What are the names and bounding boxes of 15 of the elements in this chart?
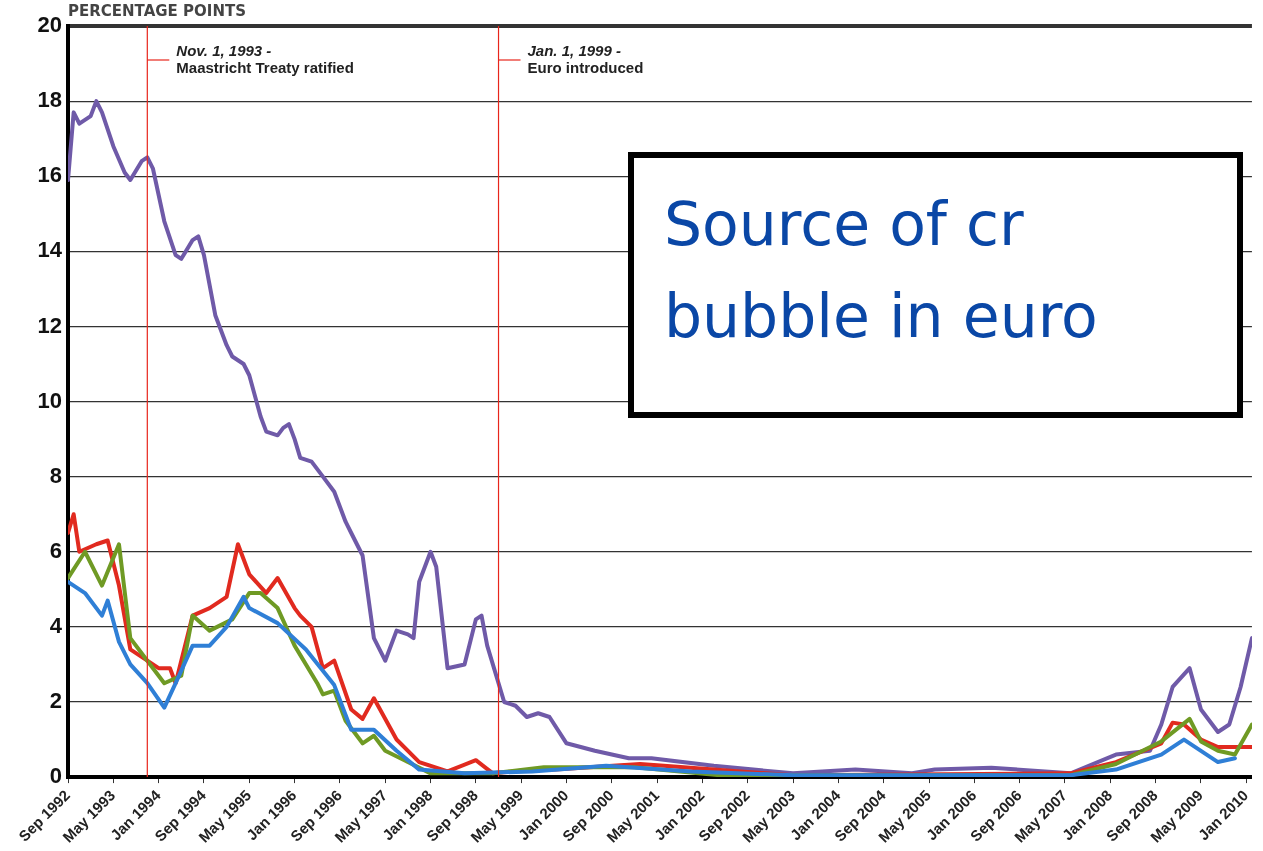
y-tick-label: 10 bbox=[37, 387, 62, 413]
y-tick-label: 4 bbox=[49, 612, 63, 638]
y-tick-label: 16 bbox=[37, 162, 62, 188]
ref-line-label: Nov. 1, 1993 - Maastricht Treaty ratified bbox=[176, 42, 354, 77]
ref-line-label: Jan. 1, 1999 - Euro introduced bbox=[527, 42, 644, 77]
y-axis-title: PERCENTAGE POINTS bbox=[68, 2, 246, 21]
y-tick-label: 8 bbox=[49, 462, 62, 488]
y-tick-label: 12 bbox=[37, 312, 62, 338]
y-tick-label: 18 bbox=[37, 87, 62, 113]
y-tick-label: 6 bbox=[49, 537, 62, 563]
y-tick-label: 20 bbox=[37, 12, 62, 38]
y-tick-label: 0 bbox=[49, 763, 62, 789]
y-tick-label: 14 bbox=[37, 237, 63, 263]
annotation: Source of cr bubble in euro bbox=[628, 152, 1243, 418]
y-tick-label: 2 bbox=[49, 688, 62, 714]
